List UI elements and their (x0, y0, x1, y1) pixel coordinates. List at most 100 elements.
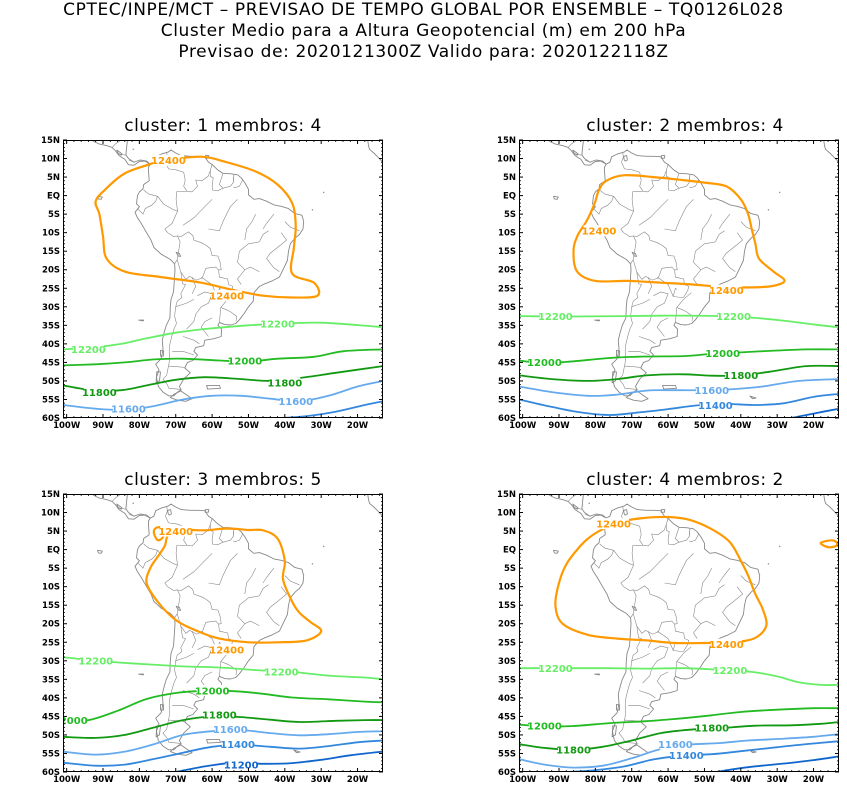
island-outline (206, 384, 221, 390)
lake-outline (623, 155, 628, 162)
island-outline (594, 319, 601, 322)
island-outline (796, 494, 804, 495)
border-line (672, 624, 690, 652)
lon-label: 100W (53, 775, 81, 785)
lon-label: 80W (129, 421, 151, 431)
lon-label: 70W (621, 775, 643, 785)
border-line (688, 528, 691, 537)
island-outline (138, 319, 145, 322)
lat-label: 45S (42, 358, 60, 368)
central-america-outline (91, 140, 151, 166)
border-line (638, 199, 669, 226)
lat-label: 30S (498, 303, 516, 313)
lat-label: 10S (498, 229, 516, 239)
border-line (718, 567, 731, 584)
contour-label-bg (63, 714, 86, 726)
contour-label: 11800 (723, 371, 758, 382)
border-line (676, 646, 693, 675)
island-outline (616, 350, 621, 357)
contour-label-bg (112, 403, 144, 415)
lon-label: 70W (621, 421, 643, 431)
island-outline (138, 673, 145, 676)
border-line (632, 585, 678, 635)
border-line (550, 140, 553, 142)
border-line (689, 179, 699, 188)
political-borders (94, 140, 300, 391)
contour-label-bg (539, 310, 571, 322)
lat-label: 45S (498, 712, 516, 722)
contour-label: 11400 (220, 740, 255, 751)
lon-label: 80W (585, 421, 607, 431)
border-line (210, 170, 224, 192)
border-line (118, 507, 127, 510)
border-line (656, 317, 669, 337)
lat-label: 25S (42, 284, 60, 294)
map-panel-cluster-3: 12400 12400 12200 12200 12000 12000 11800 11600… (41, 490, 383, 785)
africa-outline (367, 140, 383, 164)
border-line (638, 690, 656, 699)
border-line (722, 232, 744, 272)
contour-label: 11800 (82, 388, 117, 399)
island-outline (749, 749, 757, 754)
lat-label: 15S (42, 601, 60, 611)
border-line (186, 645, 213, 684)
contour-label: 11800 (267, 379, 302, 390)
contour-label-bg (528, 720, 560, 732)
lat-label: EQ (47, 546, 60, 556)
island-outline (97, 549, 103, 554)
contour-label: 11400 (669, 751, 704, 762)
lat-label: 20S (42, 266, 60, 276)
lat-label: 45S (42, 712, 60, 722)
map-panel-cluster-2: 12400 12400 12200 12200 12000 12000 11800 11600… (497, 130, 839, 431)
central-america-outline (581, 140, 607, 165)
contour-label-bg (583, 225, 615, 237)
border-line (567, 494, 578, 502)
lon-label: 30W (311, 775, 333, 785)
border-line (672, 270, 690, 298)
geopotential-contours (63, 526, 383, 772)
border-line (574, 153, 583, 156)
border-line (137, 196, 158, 215)
lat-label: 15S (498, 601, 516, 611)
lat-label: 10S (498, 583, 516, 593)
lat-label: 10N (41, 509, 60, 519)
border-line (740, 221, 756, 232)
island-outline (767, 563, 770, 565)
contour-label-bg (83, 386, 115, 398)
lon-label: 60W (201, 775, 223, 785)
geopotential-contours (519, 515, 839, 772)
lat-label: 30S (42, 303, 60, 313)
border-line (562, 484, 566, 492)
lon-label: 70W (165, 775, 187, 785)
lon-label: 40W (730, 421, 752, 431)
contour-label-bg (211, 290, 243, 302)
contour-label-bg (598, 518, 630, 530)
contour-label-bg (80, 655, 112, 667)
border-line (620, 211, 637, 264)
lon-label: 30W (311, 421, 333, 431)
contour-label: 11800 (202, 710, 237, 721)
lon-label: 20W (803, 421, 825, 431)
lat-label: EQ (503, 192, 516, 202)
border-line (208, 199, 238, 232)
border-line (284, 575, 300, 586)
border-line (693, 266, 716, 285)
contour-label: 12200 (71, 345, 106, 356)
contour-11600 (519, 378, 839, 397)
contour-12200 (519, 314, 839, 329)
lat-label: 5S (504, 210, 516, 220)
border-line (642, 291, 669, 330)
border-line (162, 625, 186, 745)
island-outline (588, 502, 590, 505)
contour-label-bg (558, 744, 590, 756)
lat-label: 5S (504, 564, 516, 574)
border-line (244, 567, 256, 595)
border-line (562, 130, 566, 138)
lon-label: 50W (238, 775, 260, 785)
island-outline (662, 384, 677, 390)
lon-label: 90W (92, 421, 114, 431)
border-line (94, 494, 97, 496)
border-line (722, 586, 744, 626)
lon-label: 20W (803, 775, 825, 785)
